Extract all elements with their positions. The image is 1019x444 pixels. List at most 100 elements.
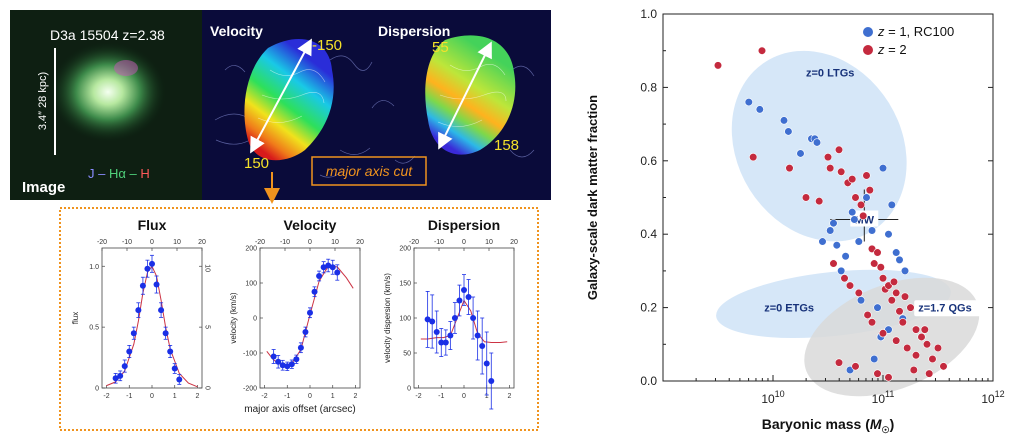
x-tick-label: -1 xyxy=(438,393,444,400)
point-series-1 xyxy=(873,248,882,257)
x-tick-label: -2 xyxy=(261,393,267,400)
plot-title: Flux xyxy=(138,217,167,233)
data-point xyxy=(483,360,490,367)
x-tick-label: -2 xyxy=(103,393,109,400)
point-series-1 xyxy=(834,358,844,367)
point-series-1 xyxy=(925,369,934,378)
point-series-0 xyxy=(854,237,863,246)
contour-lines xyxy=(214,55,535,178)
point-series-0 xyxy=(826,226,835,235)
x-tick-label: 0 xyxy=(462,393,466,400)
point-series-1 xyxy=(920,325,929,334)
y-tick-label: 0.5 xyxy=(89,325,99,332)
profile-plot-1: Velocity-2 -1 0 1 2-20 -10 0 10 20-200-100010020… xyxy=(229,217,364,400)
point-series-1 xyxy=(785,164,794,173)
y-tick-label: 0.2 xyxy=(640,301,657,315)
data-point xyxy=(465,294,472,300)
dispersion-top-value: 55 xyxy=(432,39,449,56)
data-point xyxy=(126,348,133,355)
region-0 xyxy=(731,50,907,242)
data-point xyxy=(438,339,445,346)
x-tick-label: 2 xyxy=(354,393,358,400)
x-tick-label: 1010 xyxy=(761,389,784,406)
data-point xyxy=(474,332,481,339)
point-series-0 xyxy=(850,215,859,224)
data-point xyxy=(320,264,327,271)
x-tick-label: 1 xyxy=(331,393,335,400)
point-series-1 xyxy=(713,61,723,70)
y-tick-label: 0.6 xyxy=(640,154,657,168)
point-series-1 xyxy=(870,259,879,268)
data-point xyxy=(307,309,313,316)
y-axis-label: Galaxy-scale dark matter fraction xyxy=(585,95,600,300)
x-axis-label: Baryonic mass (M☉) xyxy=(762,416,895,435)
plot-title: Velocity xyxy=(284,217,337,233)
galaxy-blob xyxy=(50,42,166,142)
top-x-tick-label: -20 xyxy=(409,239,419,246)
dispersion-map-title: Dispersion xyxy=(378,23,450,39)
velocity-major-axis-arrow xyxy=(250,38,312,154)
data-point xyxy=(171,365,178,372)
point-series-1 xyxy=(900,292,910,301)
top-x-tick-label: 20 xyxy=(198,239,206,246)
data-point xyxy=(130,330,137,337)
velocity-map-title: Velocity xyxy=(210,23,263,39)
point-series-1 xyxy=(749,153,758,162)
point-series-1 xyxy=(917,332,926,342)
data-point xyxy=(149,260,155,267)
data-point xyxy=(162,330,169,337)
y-tick-label: 0.8 xyxy=(640,80,657,94)
top-x-tick-label: -10 xyxy=(280,239,290,246)
right-y-tick-label: 0 xyxy=(204,386,211,390)
data-point xyxy=(167,348,174,355)
data-point xyxy=(293,356,300,363)
x-tick-label: 1011 xyxy=(872,389,895,406)
point-series-0 xyxy=(870,354,879,364)
top-x-tick-label: 0 xyxy=(462,239,466,246)
point-series-0 xyxy=(755,105,764,114)
top-x-tick-label: 20 xyxy=(356,239,364,246)
point-series-1 xyxy=(909,365,918,375)
color-key-j: J xyxy=(88,166,95,181)
data-point xyxy=(451,315,458,321)
right-y-tick-label: 5 xyxy=(204,325,211,329)
point-series-0 xyxy=(779,116,789,125)
point-series-1 xyxy=(856,200,866,209)
profile-plots: Flux-2 -1 0 1 2-20 -10 0 10 2000.51.00510fluxVel… xyxy=(71,217,518,410)
data-point xyxy=(456,297,463,304)
legend-label: z = 2 xyxy=(877,42,907,57)
y-tick-label: 0 xyxy=(253,316,257,323)
profiles-frame xyxy=(59,207,539,431)
data-point xyxy=(284,363,291,370)
top-x-tick-label: 20 xyxy=(510,239,518,246)
profile-plot-2: Dispersion-2 -1 0 1 2-20 -10 0 10 20050100150200… xyxy=(383,217,518,410)
image-label: Image xyxy=(22,179,65,196)
y-tick-label: 0 xyxy=(95,386,99,393)
y-tick-label: 0.4 xyxy=(640,227,657,241)
top-x-tick-label: -20 xyxy=(255,239,265,246)
top-x-tick-label: 0 xyxy=(150,239,154,246)
data-point xyxy=(433,329,440,335)
data-point xyxy=(270,353,277,360)
data-point xyxy=(144,265,151,272)
point-series-1 xyxy=(826,164,835,173)
y-tick-label: 0.0 xyxy=(640,374,657,388)
data-point xyxy=(112,375,119,382)
y-tick-label: 1.0 xyxy=(89,264,99,271)
point-series-0 xyxy=(867,226,877,235)
y-axis-label: velocity dispersion (km/s) xyxy=(383,273,392,363)
x-tick-label: 2 xyxy=(508,393,512,400)
y-tick-label: 200 xyxy=(399,246,411,253)
data-point xyxy=(297,344,304,351)
data-point xyxy=(479,343,486,349)
point-series-1 xyxy=(862,171,871,180)
point-series-1 xyxy=(939,362,948,371)
data-point xyxy=(447,332,454,339)
point-series-1 xyxy=(911,351,921,360)
data-point xyxy=(316,273,323,279)
point-series-1 xyxy=(848,175,857,184)
kinematic-maps-panel: Velocity Dispersion -150 150 55 158 majo… xyxy=(202,10,551,200)
data-point xyxy=(311,288,318,295)
